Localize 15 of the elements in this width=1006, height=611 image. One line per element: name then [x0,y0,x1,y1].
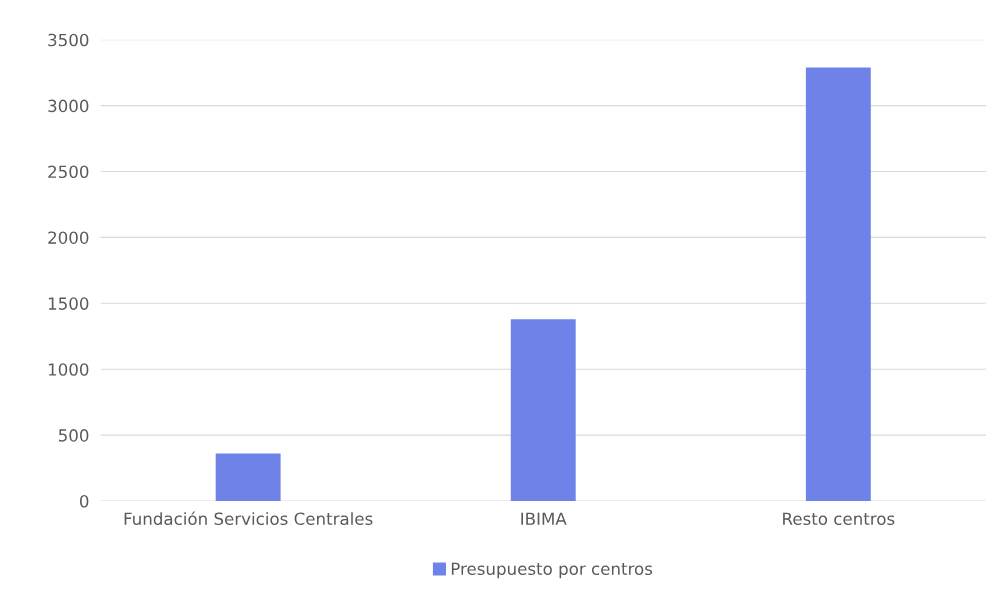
y-tick-label: 0 [79,494,89,508]
y-tick-label: 1500 [48,297,89,310]
x-tick-label: Resto centros [783,512,895,526]
y-tick-label: 500 [58,429,89,442]
y-tick-label: 2500 [48,165,89,179]
y-tick-label: 1000 [48,363,89,376]
x-tick-label: Fundación Servicios Centrales [124,511,373,526]
y-tick-label: 3500 [48,33,89,47]
legend-label: Presupuesto por centros [451,562,653,579]
y-tick-label: 3000 [48,99,89,113]
bar [510,319,576,502]
x-tick-label: IBIMA [521,512,567,525]
bar [215,453,281,502]
y-tick-label: 2000 [48,231,89,244]
bar [805,67,871,502]
